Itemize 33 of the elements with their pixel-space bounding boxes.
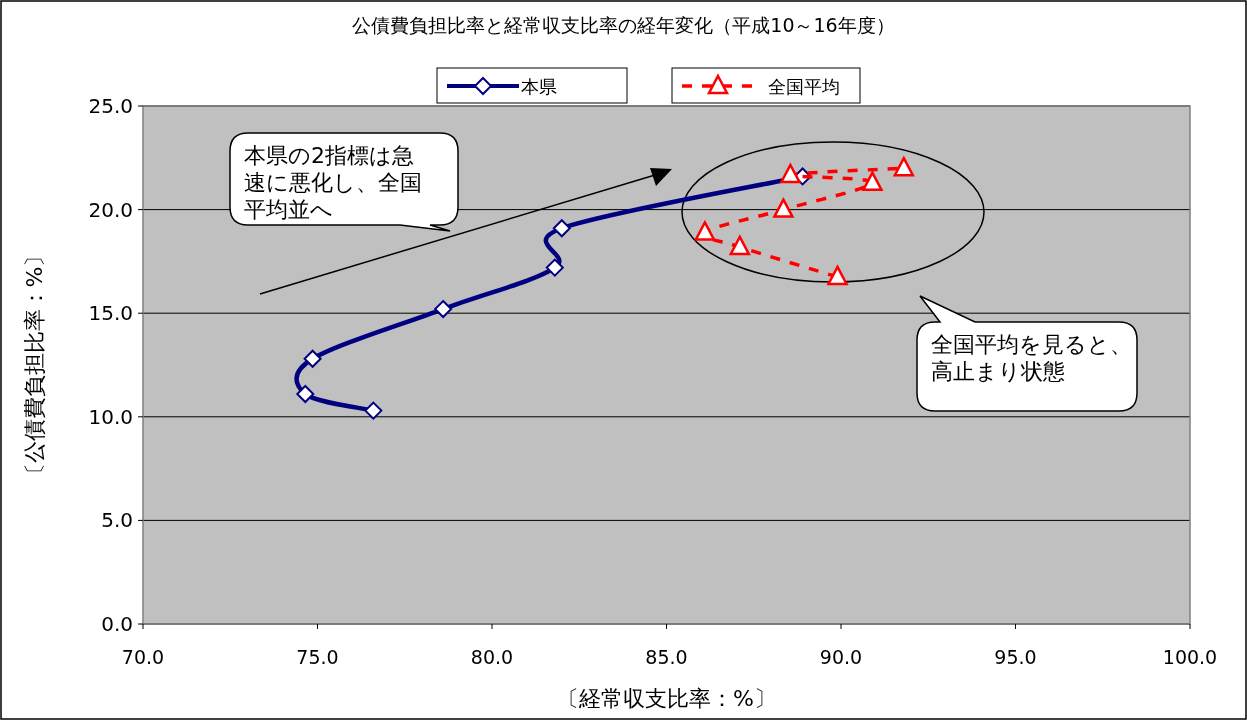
point [364,401,383,420]
y-tick-label: 25.0 [88,94,133,118]
point [862,171,883,191]
y-tick-label: 0.0 [101,612,133,636]
y-tick-label: 15.0 [88,301,133,326]
y-axis-title: 〔公債費負担比率：%〕 [22,244,47,486]
point [729,235,751,256]
legend-label: 全国平均 [768,76,840,97]
legend-label: 本県 [521,76,557,97]
annotation: 全国平均を見ると、高止まり状態 [931,332,1132,384]
x-tick-label: 70.0 [121,646,165,668]
point [552,219,571,238]
y-tick-label: 10.0 [88,404,133,429]
y-tick-label: 5.0 [101,508,133,533]
point [434,300,453,319]
chart-title: 公債費負担比率と経常収支比率の経年変化（平成10～16年度） [352,14,895,36]
point [545,258,564,277]
annotation: 本県の2指標は急速に悪化し、全国平均並へ [244,143,422,222]
point [893,156,915,177]
point [827,265,848,286]
point [773,198,794,218]
point [694,221,716,241]
x-tick-label: 95.0 [994,646,1037,668]
x-tick-label: 90.0 [819,646,863,668]
y-tick-label: 20.0 [88,197,133,222]
x-axis-title: 〔経常収支比率：%〕 [557,686,776,711]
x-tick-label: 100.0 [1162,646,1218,668]
point [303,349,322,368]
x-tick-label: 75.0 [296,646,339,668]
x-tick-label: 85.0 [645,646,688,668]
point [780,163,801,184]
x-tick-label: 80.0 [470,646,514,668]
point [296,385,315,404]
